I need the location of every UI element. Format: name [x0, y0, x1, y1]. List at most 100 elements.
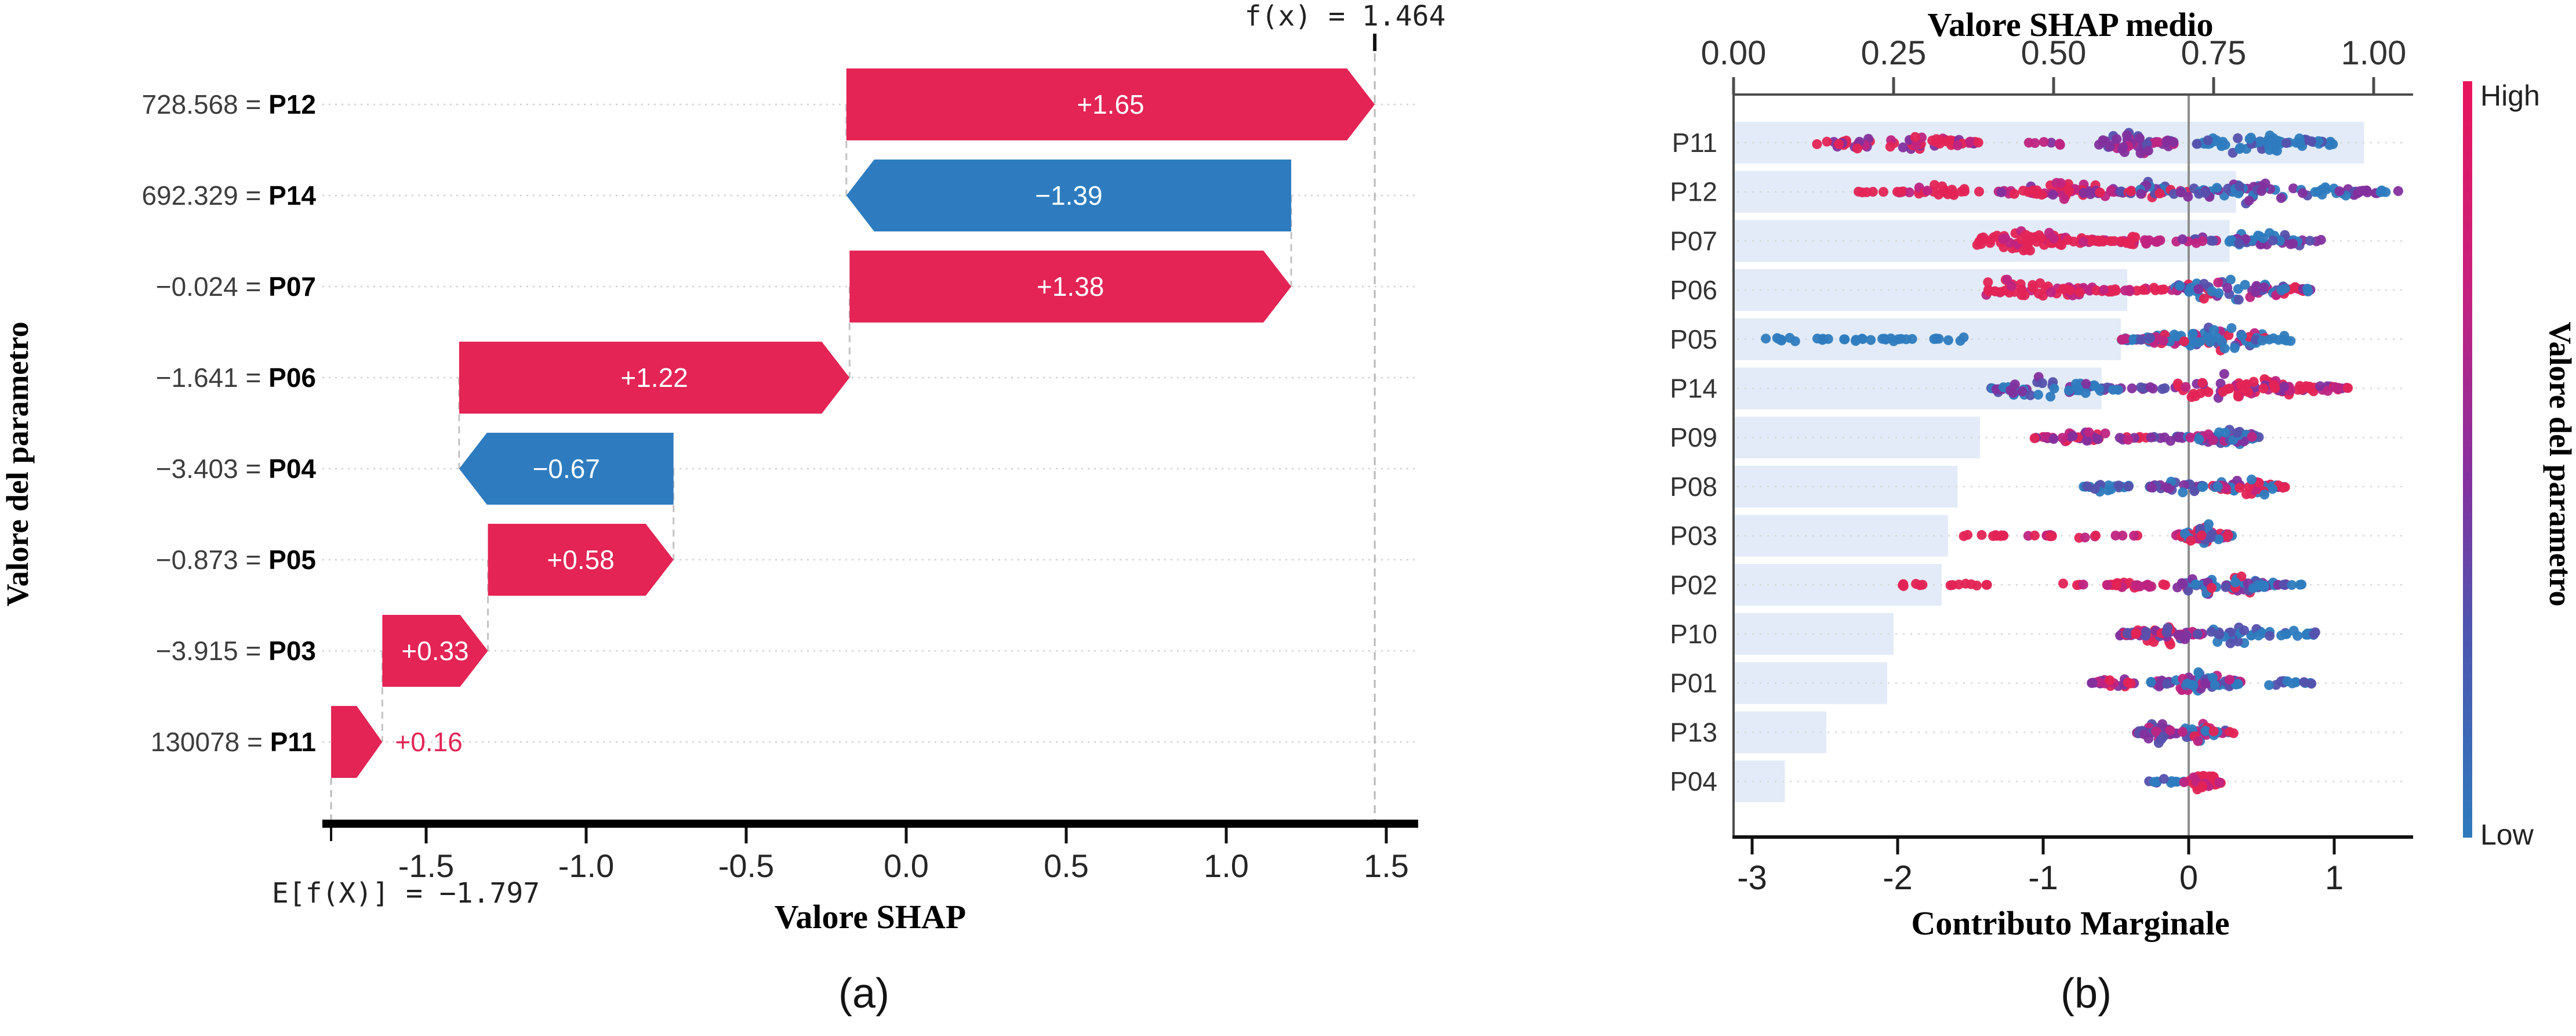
beeswarm-point — [2247, 432, 2257, 442]
beeswarm-point — [2128, 334, 2139, 345]
beeswarm-point — [1898, 142, 1908, 153]
beeswarm-point — [2235, 144, 2245, 154]
beeswarm-point — [2158, 579, 2168, 589]
bottom-tick-label: -2 — [1883, 859, 1913, 897]
beeswarm-point — [2299, 677, 2309, 687]
beeswarm-point — [1940, 187, 1950, 197]
colorbar-high-label: High — [2480, 79, 2540, 112]
beeswarm-point — [2212, 481, 2223, 492]
beeswarm-point — [2233, 133, 2243, 143]
beeswarm-point — [2323, 386, 2333, 396]
beeswarm-point — [2183, 191, 2193, 202]
beeswarm-point — [2092, 434, 2103, 444]
beeswarm-point — [2163, 483, 2173, 493]
beeswarm-row-label: P03 — [1670, 521, 1717, 551]
beeswarm-point — [2082, 481, 2092, 491]
beeswarm-point — [2194, 434, 2204, 444]
beeswarm-point — [2223, 530, 2233, 541]
beeswarm-point — [2334, 186, 2345, 197]
beeswarm-point — [1976, 530, 1987, 540]
beeswarm-point — [2122, 628, 2132, 639]
beeswarm-point — [2224, 383, 2235, 394]
beeswarm-point — [2098, 236, 2108, 247]
panel-b-caption: (b) — [2061, 970, 2112, 1017]
beeswarm-point — [2221, 582, 2231, 592]
bottom-tick-label: 1 — [2325, 859, 2344, 897]
beeswarm-point — [2219, 343, 2230, 354]
beeswarm-point — [2214, 629, 2225, 640]
beeswarm-row-label: P14 — [1670, 374, 1717, 404]
beeswarm-point — [2287, 580, 2297, 590]
beeswarm-point — [1834, 139, 1844, 149]
beeswarm-point — [2333, 383, 2344, 393]
beeswarm-point — [1772, 333, 1782, 343]
beeswarm-point — [1948, 188, 1959, 198]
colorbar-low-label: Low — [2480, 818, 2534, 851]
beeswarm-point — [2154, 679, 2165, 690]
beeswarm-point — [2126, 186, 2137, 197]
base-annotation: E[f(X)] = −1.797 — [272, 877, 540, 910]
beeswarm-point — [2186, 535, 2196, 546]
waterfall-row-label: −3.403 = P04 — [156, 454, 317, 484]
beeswarm-point — [2206, 236, 2216, 246]
beeswarm-point — [2301, 381, 2312, 392]
beeswarm-point — [1990, 286, 2000, 296]
beeswarm-point — [2268, 333, 2279, 343]
beeswarm-point — [2282, 676, 2292, 686]
x-tick-label: 0.5 — [1044, 847, 1089, 884]
beeswarm-point — [1851, 336, 1861, 346]
beeswarm-point — [1985, 235, 1996, 245]
beeswarm-point — [2288, 183, 2298, 194]
beeswarm-point — [2193, 284, 2204, 294]
beeswarm-point — [2134, 133, 2145, 143]
beeswarm-point — [2127, 383, 2137, 393]
beeswarm-point — [2279, 331, 2290, 341]
beeswarm-point — [2156, 285, 2167, 295]
beeswarm-point — [2276, 285, 2287, 295]
beeswarm-point — [2259, 282, 2269, 292]
beeswarm-point — [2100, 428, 2110, 439]
beeswarm-point — [2193, 736, 2203, 747]
beeswarm-point — [2105, 675, 2115, 686]
beeswarm-point — [1963, 530, 1973, 540]
beeswarm-row-label: P10 — [1670, 619, 1717, 649]
beeswarm-point — [2207, 582, 2217, 593]
mean-shap-bar-P13 — [1734, 711, 1827, 754]
beeswarm-point — [2009, 189, 2019, 199]
bar-value-label: −0.67 — [533, 454, 600, 484]
beeswarm-point — [2224, 675, 2235, 685]
beeswarm-point — [2069, 236, 2079, 247]
beeswarm-point — [2142, 579, 2153, 590]
x-tick-label: 0.0 — [884, 847, 929, 884]
beeswarm-point — [2306, 679, 2317, 689]
beeswarm-point — [1952, 140, 1963, 151]
beeswarm-point — [2029, 433, 2040, 443]
beeswarm-point — [2145, 382, 2156, 392]
x-axis-title: Valore SHAP — [775, 898, 966, 936]
waterfall-bar-P03 — [382, 615, 488, 687]
beeswarm-point — [2305, 236, 2315, 246]
beeswarm-point — [2132, 285, 2142, 296]
beeswarm-row-P05 — [1761, 323, 2296, 356]
beeswarm-point — [2233, 391, 2243, 401]
beeswarm-point — [2177, 727, 2188, 737]
beeswarm-point — [2175, 187, 2186, 198]
beeswarm-point — [2172, 331, 2182, 342]
beeswarm-point — [2248, 583, 2258, 593]
beeswarm-point — [2292, 385, 2303, 395]
beeswarm-point — [2123, 434, 2133, 445]
beeswarm-point — [2180, 631, 2190, 641]
beeswarm-point — [2165, 725, 2175, 736]
bar-value-label: +1.22 — [620, 363, 688, 393]
colorbar-title: Valore del parametro — [2543, 322, 2576, 607]
beeswarm-point — [2240, 280, 2250, 290]
beeswarm-point — [1996, 187, 2007, 197]
beeswarm-point — [2084, 427, 2094, 437]
beeswarm-point — [2189, 486, 2200, 497]
beeswarm-row-label: P09 — [1670, 422, 1717, 452]
beeswarm-point — [2292, 631, 2303, 641]
waterfall-bar-P14 — [846, 160, 1292, 231]
beeswarm-point — [2177, 234, 2188, 244]
beeswarm-point — [2215, 378, 2226, 389]
beeswarm-point — [1852, 143, 1863, 154]
